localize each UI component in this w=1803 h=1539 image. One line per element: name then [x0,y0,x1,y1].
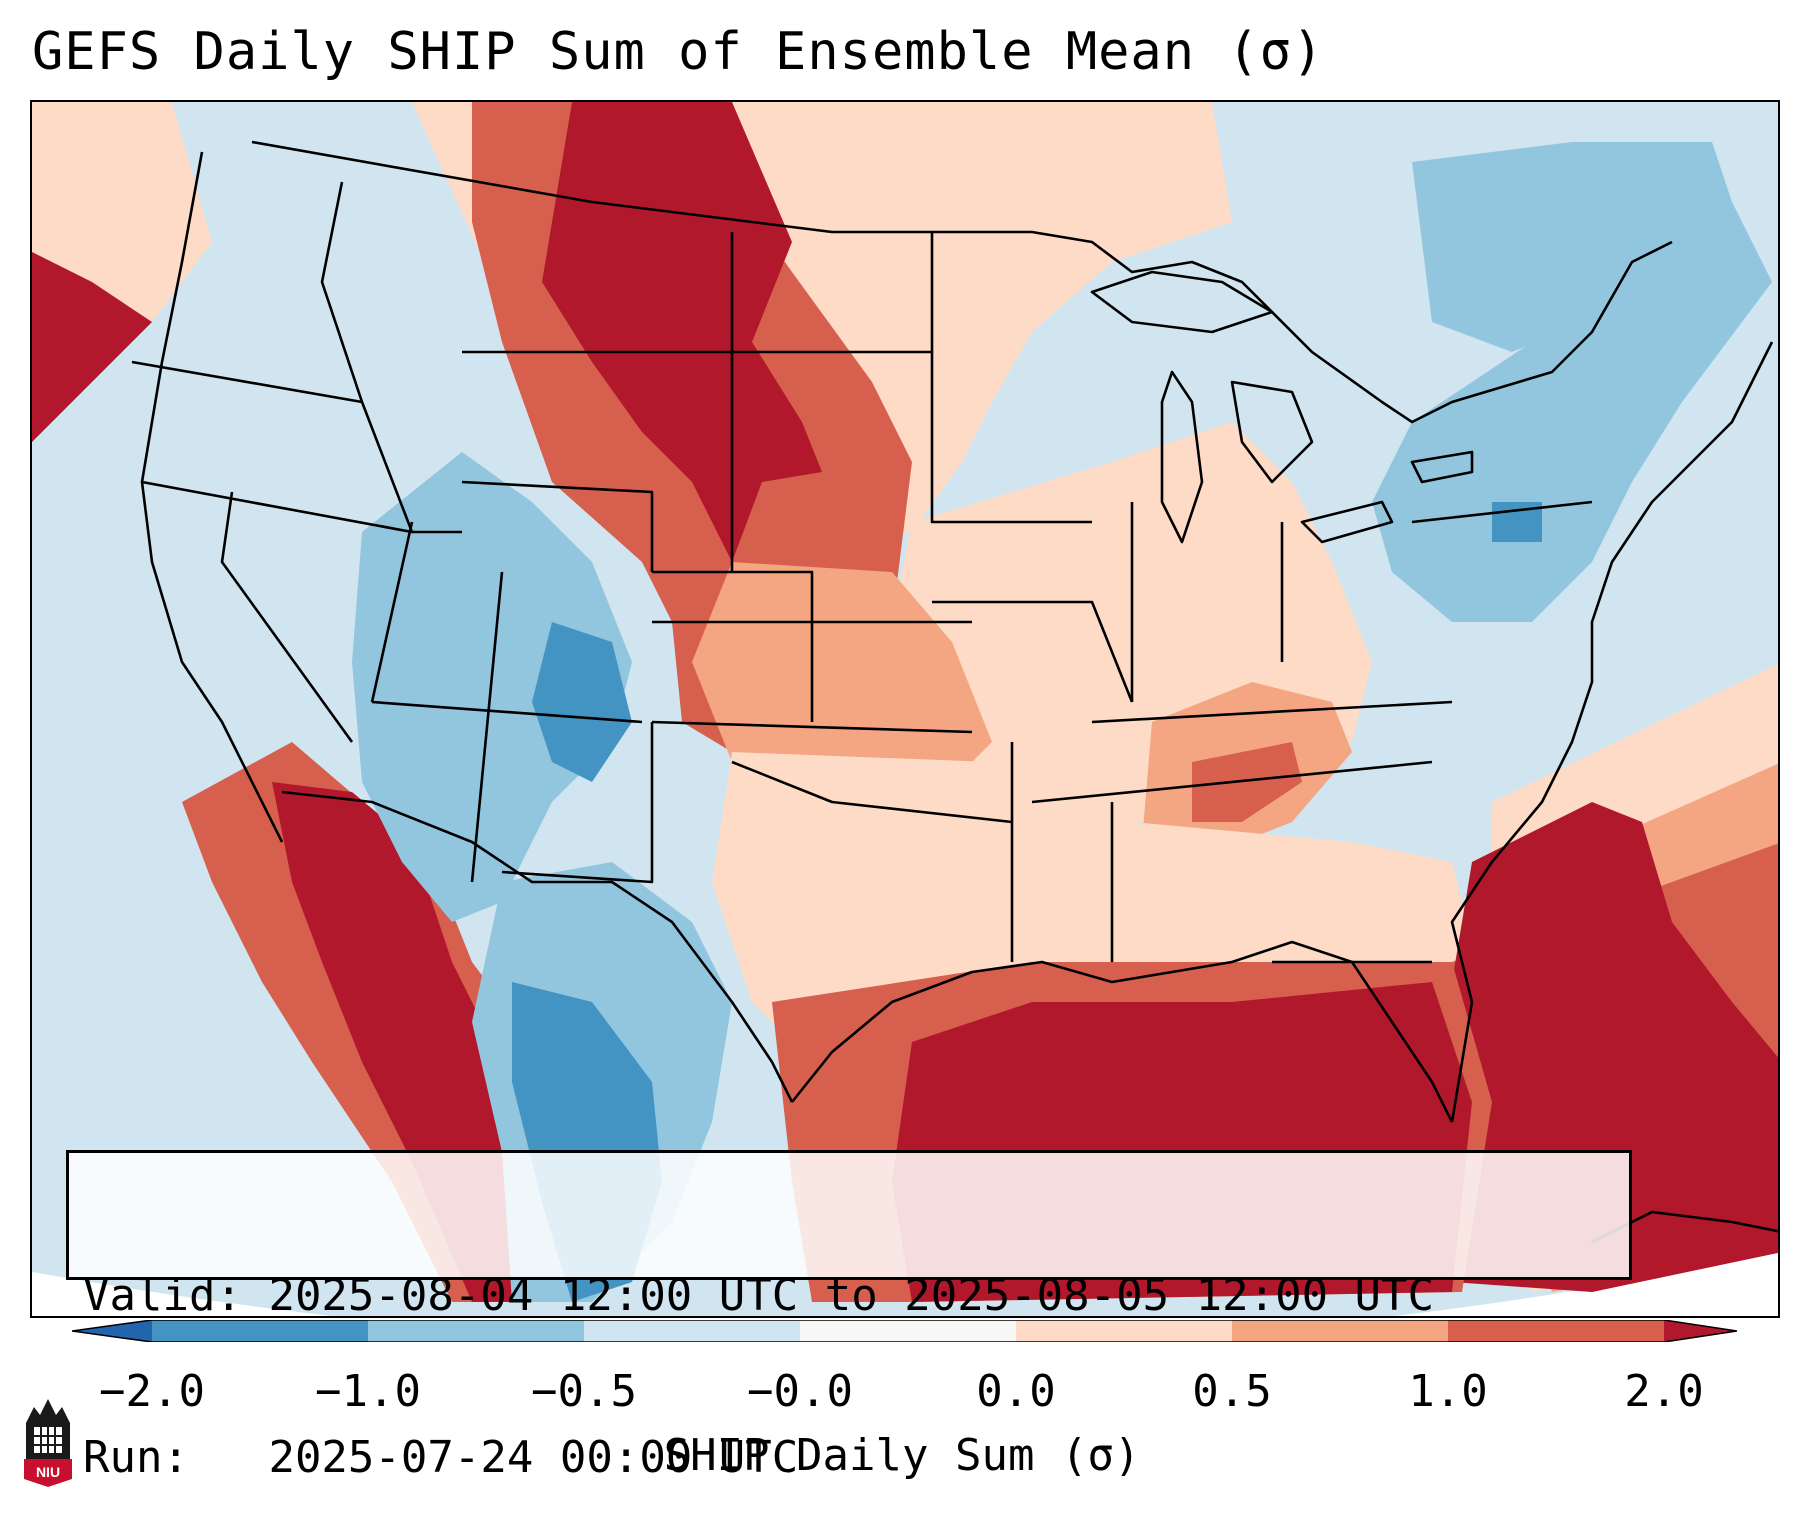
valid-row: Valid: 2025-08-04 12:00 UTC to 2025-08-0… [83,1269,1629,1323]
colorbar-bin-4 [800,1320,1016,1342]
state-line-wy-co [461,480,654,572]
run-label: Run: [83,1432,189,1483]
map-panel [30,100,1780,1318]
anomaly-region-tennessee-core [1192,742,1302,822]
colorbar-tick-label: 0.0 [976,1366,1056,1417]
colorbar-bin-1 [152,1320,368,1342]
colorbar-tick-label: −0.0 [747,1366,853,1417]
run-row: Run: 2025-07-24 00:00 UTC [83,1431,1629,1485]
lake-superior [1090,270,1274,334]
colorbar-bin-6 [1232,1320,1448,1342]
state-line-nv-ca [220,491,354,743]
colorbar-tick-label: −1.0 [315,1366,421,1417]
state-line-tn [1031,760,1433,804]
state-line-co-ks [652,570,814,722]
state-line-ks-ok [651,720,973,734]
state-line-ia-mo [932,600,1134,703]
state-line-id [320,181,462,534]
atlantic-coast [1450,341,1774,1123]
valid-run-info-box: Valid: 2025-08-04 12:00 UTC to 2025-08-0… [66,1150,1632,1483]
state-line-mn-ia [930,232,1092,524]
state-line-or-ca [141,480,413,534]
niu-logo: NIU [24,1399,72,1487]
colorbar-tick-label: −2.0 [99,1366,205,1417]
state-boundaries [131,140,1778,1244]
lake-erie [1300,500,1394,544]
chart-title: GEFS Daily SHIP Sum of Ensemble Mean (σ) [32,22,1325,82]
valid-time-range: 2025-08-04 12:00 UTC to 2025-08-05 12:00… [268,1270,1435,1321]
run-time: 2025-07-24 00:00 UTC [268,1432,799,1483]
map-canvas [32,102,1778,1316]
lake-ontario [1410,450,1474,484]
colorbar-tick-label: 1.0 [1408,1366,1488,1417]
state-line-nm-tx [501,722,654,884]
valid-label: Valid: [83,1270,242,1321]
colorbar-bin-under [72,1320,152,1342]
west-coast [140,151,284,843]
anomaly-region-quebec-cool [1412,142,1732,352]
anomaly-region-northern-plains-max [542,102,822,562]
colorbar-tick-label: 0.5 [1192,1366,1272,1417]
lake-michigan [1160,370,1204,544]
colorbar-tick-label: −0.5 [531,1366,637,1417]
lake-huron [1230,380,1314,484]
us-mexico-border [281,790,794,1103]
colorbar-tick-label: 2.0 [1624,1366,1704,1417]
colorbar-bin-5 [1016,1320,1232,1342]
state-line-ky-tn [1091,700,1453,724]
colorbar-bin-2 [368,1320,584,1342]
anomaly-region-pacific-nw-mid [32,102,212,322]
colorbar-bin-7 [1448,1320,1664,1342]
colorbar-bin-over [1664,1320,1737,1342]
colorbar-bin-3 [584,1320,800,1342]
logo-text: NIU [36,1464,60,1480]
anomaly-region-northeast-cool [1372,202,1772,622]
colorbar-label: SHIP Daily Sum (σ) [663,1430,1141,1481]
anomaly-region-colorado-cold [532,622,632,782]
state-line-wa-or [131,360,363,404]
state-line-az-nm [470,571,504,883]
state-line-pa-ny [1411,500,1593,524]
colorbar [72,1320,1737,1342]
state-line-nv-ut [370,521,414,703]
state-line-ok-tx [731,760,1013,824]
gulf-coast [790,940,1454,1123]
state-line-ut-az [371,700,643,724]
